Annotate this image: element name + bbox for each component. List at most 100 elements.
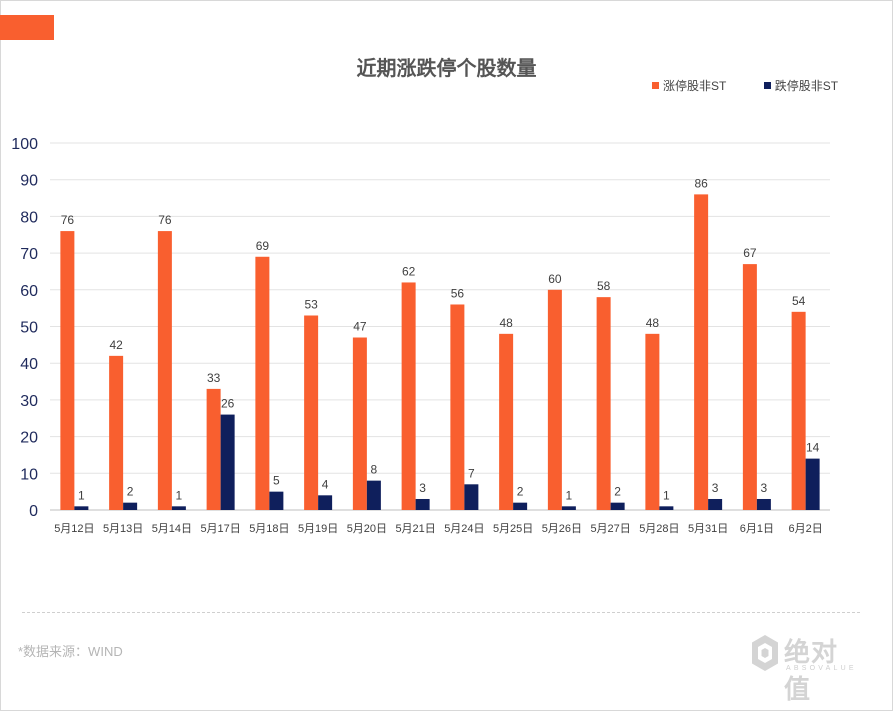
y-tick-label: 100 xyxy=(11,136,38,153)
y-tick-label: 10 xyxy=(20,466,38,483)
data-label-limit-up: 33 xyxy=(207,371,221,385)
logo-hexagon-icon xyxy=(752,635,778,671)
bar-limit-up xyxy=(450,304,465,510)
legend-swatch-limit-down xyxy=(763,82,771,89)
bar-limit-up xyxy=(499,333,514,510)
data-label-limit-down: 8 xyxy=(371,463,378,477)
source-note: *数据来源：WIND xyxy=(18,644,123,659)
chart-title: 近期涨跌停个股数量 xyxy=(356,58,537,80)
footer-divider xyxy=(22,612,860,613)
bar-limit-up xyxy=(596,297,611,510)
bar-limit-down xyxy=(269,491,284,510)
x-tick-label: 5月12日 xyxy=(54,523,94,535)
logo-text: 绝对值 xyxy=(784,637,839,704)
x-tick-label: 5月13日 xyxy=(103,523,143,535)
legend-swatch-limit-up xyxy=(652,82,659,89)
legend-label-limit-down: 跌停股非ST xyxy=(774,79,839,93)
bar-limit-up xyxy=(157,231,172,510)
legend: 涨停股非ST 跌停股非ST xyxy=(652,77,838,94)
data-label-limit-up: 48 xyxy=(499,316,513,330)
bar-limit-down xyxy=(561,506,576,510)
data-label-limit-down: 1 xyxy=(78,488,85,502)
data-label-limit-down: 2 xyxy=(614,485,621,499)
data-label-limit-down: 1 xyxy=(663,488,670,502)
x-tick-label: 5月24日 xyxy=(444,523,484,535)
bar-limit-down xyxy=(74,506,89,510)
bar-limit-down xyxy=(171,506,186,510)
y-tick-label: 70 xyxy=(20,246,38,263)
data-label-limit-up: 67 xyxy=(743,246,757,260)
x-tick-label: 5月26日 xyxy=(542,523,582,535)
data-label-limit-down: 7 xyxy=(468,466,475,480)
bar-limit-up xyxy=(401,282,416,510)
x-tick-label: 5月27日 xyxy=(590,523,630,535)
legend-item-limit-up: 涨停股非ST xyxy=(652,77,726,94)
x-tick-label: 6月2日 xyxy=(789,523,823,535)
y-tick-label: 30 xyxy=(20,393,38,410)
data-label-limit-down: 2 xyxy=(127,485,134,499)
data-label-limit-up: 47 xyxy=(353,320,367,334)
y-tick-label: 60 xyxy=(20,283,38,300)
bar-limit-down xyxy=(415,498,430,510)
bar-limit-up xyxy=(547,289,562,510)
data-label-limit-up: 42 xyxy=(109,338,123,352)
y-tick-label: 80 xyxy=(20,209,38,226)
data-label-limit-up: 86 xyxy=(694,176,708,190)
data-label-limit-down: 14 xyxy=(806,441,820,455)
data-label-limit-up: 53 xyxy=(304,297,318,311)
accent-bar xyxy=(0,15,54,40)
data-label-limit-down: 1 xyxy=(566,488,573,502)
x-tick-label: 5月20日 xyxy=(347,523,387,535)
y-tick-label: 0 xyxy=(29,503,38,520)
legend-label-limit-up: 涨停股非ST xyxy=(663,79,727,93)
data-label-limit-up: 58 xyxy=(597,279,611,293)
data-label-limit-down: 3 xyxy=(419,481,426,495)
x-tick-label: 5月28日 xyxy=(639,523,679,535)
bar-limit-down xyxy=(659,506,674,510)
bar-chart: 01020304050607080901007615月12日4225月13日76… xyxy=(11,136,830,535)
data-label-limit-up: 76 xyxy=(158,213,172,227)
data-label-limit-down: 4 xyxy=(322,477,329,491)
bar-limit-up xyxy=(109,355,124,510)
legend-item-limit-down: 跌停股非ST xyxy=(763,77,839,94)
bar-limit-down xyxy=(123,502,138,510)
x-tick-label: 5月19日 xyxy=(298,523,338,535)
bar-limit-down xyxy=(610,502,625,510)
bar-limit-up xyxy=(645,333,660,510)
data-label-limit-down: 2 xyxy=(517,485,524,499)
bar-limit-down xyxy=(366,480,381,510)
bar-limit-down xyxy=(708,498,723,510)
brand-logo: 绝对值 ABSOVALUE xyxy=(750,632,862,704)
bar-limit-up xyxy=(255,256,270,510)
bar-limit-down xyxy=(805,458,820,510)
x-tick-label: 5月18日 xyxy=(249,523,289,535)
x-tick-label: 6月1日 xyxy=(740,523,774,535)
bar-limit-up xyxy=(742,264,757,510)
data-label-limit-up: 76 xyxy=(61,213,75,227)
data-label-limit-up: 69 xyxy=(256,239,270,253)
bar-limit-down xyxy=(513,502,528,510)
data-label-limit-up: 54 xyxy=(792,294,806,308)
logo-subtext: ABSOVALUE xyxy=(786,665,857,672)
bar-limit-down xyxy=(464,484,479,510)
data-label-limit-down: 26 xyxy=(221,397,235,411)
bar-limit-up xyxy=(206,388,221,510)
bar-limit-up xyxy=(694,194,709,510)
x-tick-label: 5月17日 xyxy=(200,523,240,535)
data-label-limit-up: 48 xyxy=(646,316,660,330)
x-tick-label: 5月21日 xyxy=(395,523,435,535)
data-label-limit-up: 62 xyxy=(402,264,416,278)
y-tick-label: 50 xyxy=(20,320,38,337)
bar-limit-up xyxy=(791,311,806,510)
data-label-limit-up: 56 xyxy=(451,286,465,300)
y-tick-label: 20 xyxy=(20,430,38,447)
bar-limit-down xyxy=(318,495,333,510)
data-label-limit-down: 3 xyxy=(761,481,768,495)
bar-limit-down xyxy=(756,498,771,510)
data-label-limit-down: 3 xyxy=(712,481,719,495)
data-label-limit-up: 60 xyxy=(548,272,562,286)
y-tick-label: 40 xyxy=(20,356,38,373)
x-tick-label: 5月31日 xyxy=(688,523,728,535)
bar-limit-up xyxy=(304,315,319,510)
x-tick-label: 5月14日 xyxy=(152,523,192,535)
